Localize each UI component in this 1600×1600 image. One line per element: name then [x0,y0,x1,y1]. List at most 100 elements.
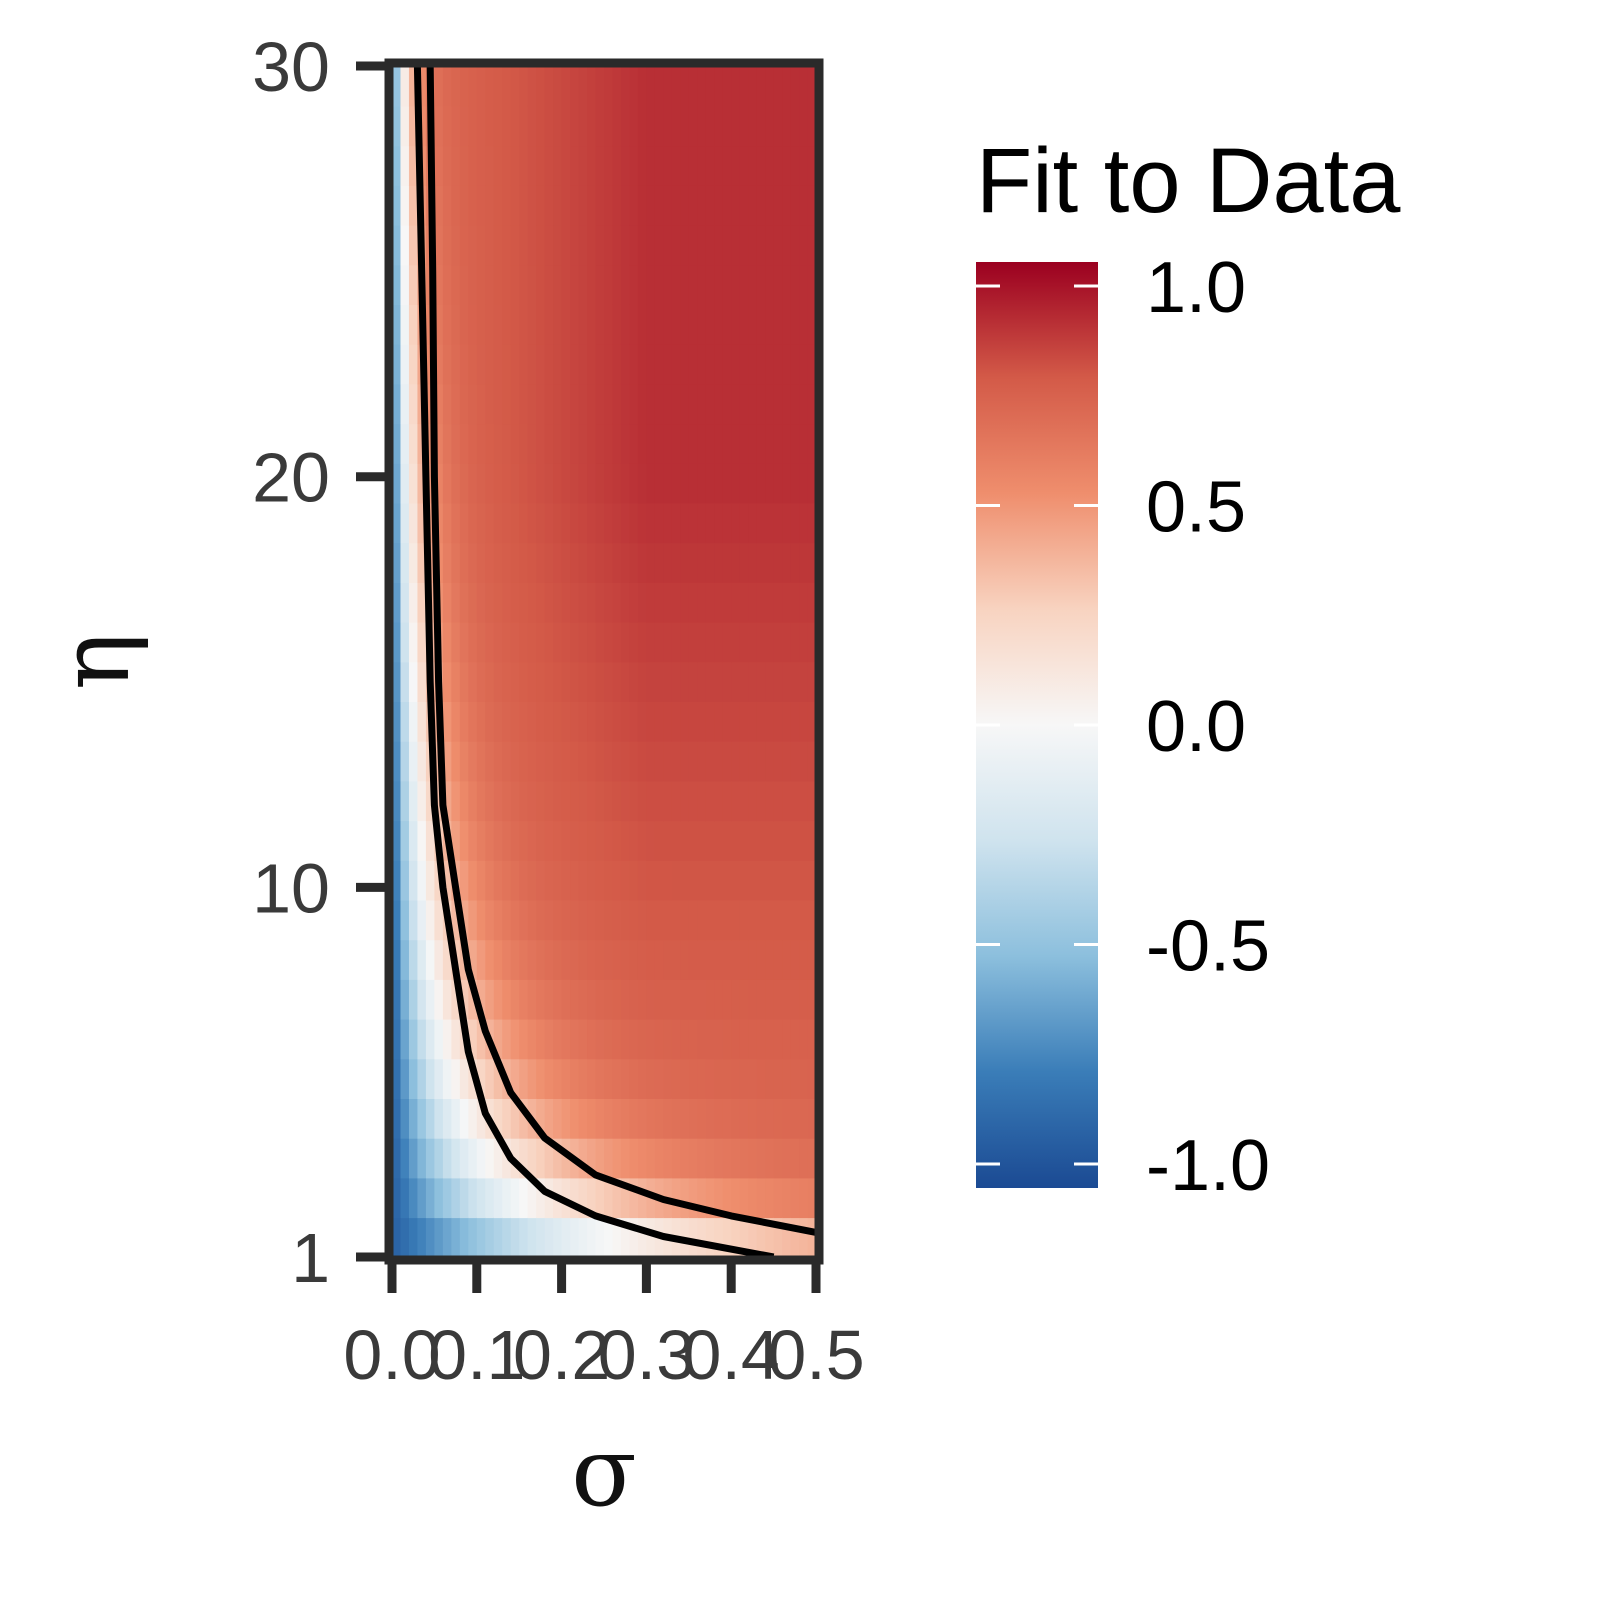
heatmap-cell [773,423,783,464]
heatmap-cell [722,1177,732,1219]
heatmap-cell [807,582,816,623]
heatmap-cell [400,185,410,226]
heatmap-cell [485,740,495,782]
heatmap-cell [417,542,427,583]
heatmap-cell [680,502,690,544]
heatmap-cell [790,1058,800,1099]
heatmap-cell [570,423,580,464]
heatmap-cell [578,740,588,782]
heatmap-cell [595,780,605,822]
heatmap-cell [663,780,673,822]
heatmap-cell [671,621,682,663]
heatmap-cell [671,939,682,980]
heatmap-cell [527,899,537,941]
heatmap-cell [442,66,453,107]
heatmap-cell [485,701,495,742]
heatmap-cell [697,542,707,583]
heatmap-cell [493,740,504,782]
heatmap-cell [790,185,800,226]
heatmap-cell [782,939,792,980]
heatmap-cell [587,185,597,226]
heatmap-cell [722,621,732,663]
heatmap-cell [459,740,470,782]
heatmap-cell [442,780,453,822]
heatmap-cell [714,502,724,544]
heatmap-cell [637,939,648,980]
heatmap-cell [485,542,495,583]
heatmap-cell [637,1217,648,1257]
heatmap-cell [714,1217,724,1257]
heatmap-cell [748,264,758,305]
x-axis: 0.00.10.20.30.40.5 [343,1260,865,1394]
heatmap-cell [587,383,597,425]
heatmap-cell [459,145,470,186]
heatmap-cell [510,383,520,425]
heatmap-cell [765,423,775,464]
heatmap-cell [442,542,453,583]
heatmap-cell [654,383,665,425]
heatmap-cell [519,264,529,305]
heatmap-cell [629,582,639,623]
heatmap-cell [527,1137,537,1179]
heatmap-cell [629,1137,639,1179]
heatmap-cell [790,780,800,822]
heatmap-cell [782,105,792,147]
heatmap-cell [629,1058,639,1099]
heatmap-cell [705,939,716,980]
heatmap-cell [697,979,707,1020]
heatmap-cell [722,1217,732,1257]
heatmap-cell [493,502,504,544]
heatmap-cell [773,939,783,980]
y-tick-label: 30 [252,28,330,106]
heatmap-cell [782,621,792,663]
heatmap-cell [570,463,580,504]
heatmap-cell [485,899,495,941]
heatmap-cell [654,1018,665,1060]
heatmap-cell [408,701,419,742]
heatmap-cell [722,582,732,623]
heatmap-cell [544,383,554,425]
heatmap-cell [773,701,783,742]
heatmap-cell [756,1177,766,1219]
heatmap-cell [722,185,732,226]
heatmap-cell [739,224,749,266]
heatmap-cell [493,582,504,623]
heatmap-cell [536,185,546,226]
heatmap-cell [688,820,699,861]
heatmap-cell [646,1217,656,1257]
heatmap-cell [434,1018,444,1060]
heatmap-cell [680,343,690,385]
heatmap-cell [612,542,622,583]
heatmap-cell [731,423,741,464]
colorbar-tick-label: 1.0 [1146,248,1246,328]
heatmap-cell [476,463,487,504]
heatmap-cell [799,463,809,504]
heatmap-cell [722,979,732,1020]
heatmap-cell [604,740,614,782]
heatmap-cell [671,502,682,544]
heatmap-cell [417,979,427,1020]
heatmap-cell [434,1137,444,1179]
heatmap-cell [807,185,816,226]
heatmap-cell [799,820,809,861]
heatmap-cell [493,463,504,504]
heatmap-cell [646,740,656,782]
heatmap-cell [604,502,614,544]
heatmap-cell [654,621,665,663]
heatmap-cell [731,502,741,544]
heatmap-cell [765,621,775,663]
heatmap-cell [705,502,716,544]
heatmap-cell [612,185,622,226]
heatmap-cell [561,1058,571,1099]
heatmap-cell [654,423,665,464]
heatmap-cell [408,224,419,266]
heatmap-cell [578,1098,588,1139]
heatmap-cell [637,979,648,1020]
heatmap-cell [570,304,580,345]
heatmap-cell [671,1058,682,1099]
heatmap-cell [765,145,775,186]
heatmap-cell [451,780,461,822]
heatmap-cell [722,463,732,504]
heatmap-cell [408,1098,419,1139]
heatmap-cell [527,780,537,822]
